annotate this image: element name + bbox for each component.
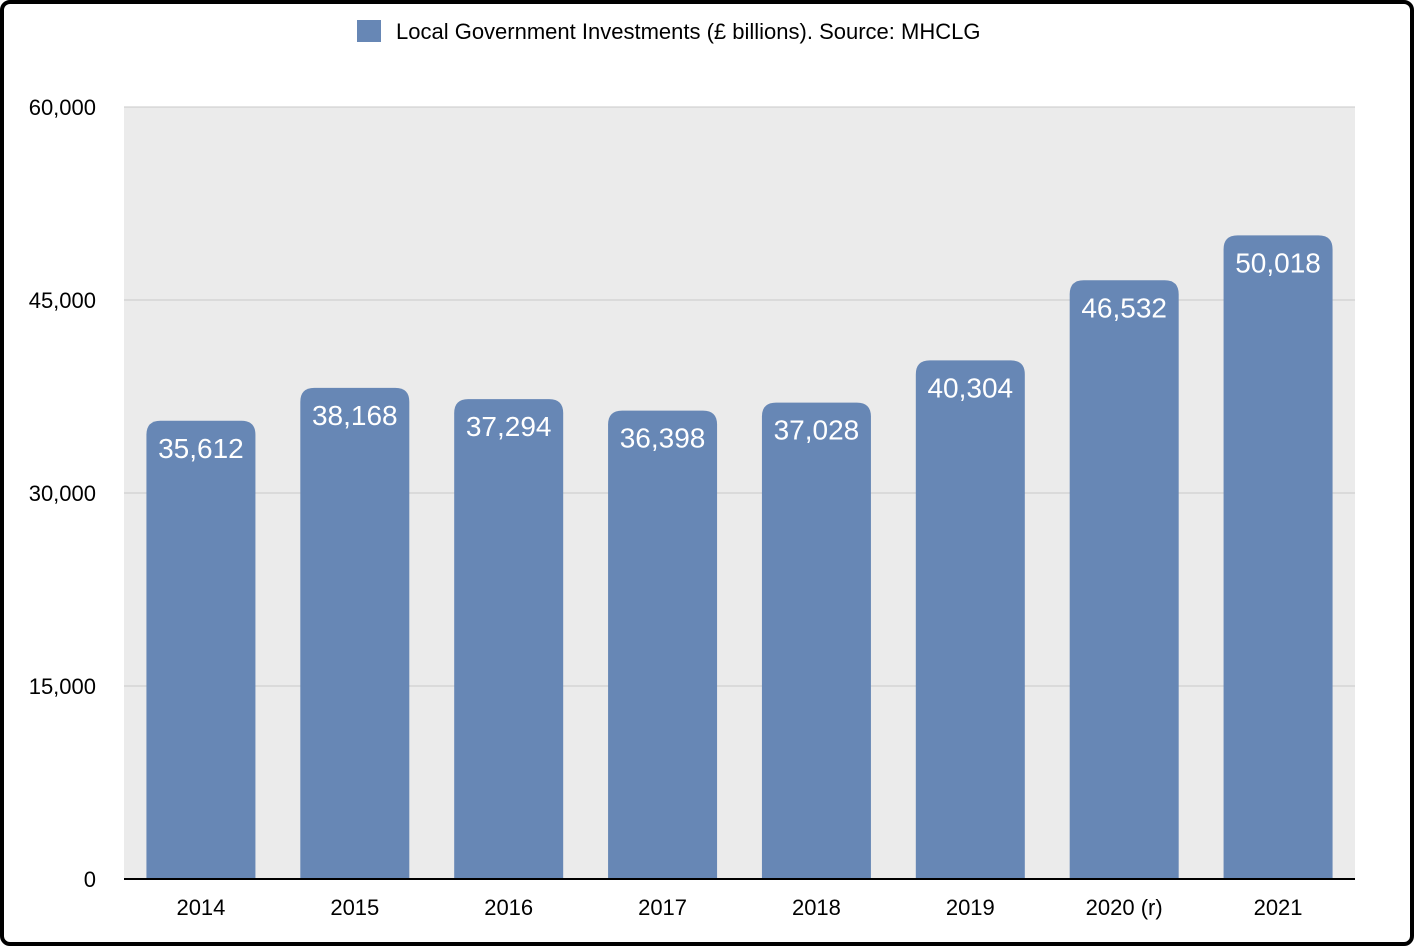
y-tick-label: 45,000 (29, 288, 96, 313)
y-tick-label: 30,000 (29, 481, 96, 506)
legend: Local Government Investments (£ billions… (357, 19, 980, 44)
bar (300, 387, 410, 879)
x-tick-label: 2017 (638, 895, 687, 920)
bar (1223, 235, 1333, 880)
bar (608, 410, 718, 879)
y-axis-tick-labels: 0 15,000 30,000 45,000 60,000 (29, 95, 96, 892)
y-tick-label: 0 (84, 867, 96, 892)
bar (761, 402, 871, 879)
bar-value-label: 37,294 (466, 411, 552, 442)
legend-swatch (357, 20, 381, 42)
x-tick-label: 2014 (176, 895, 225, 920)
bar-value-label: 38,168 (312, 400, 398, 431)
bar (1069, 280, 1179, 879)
bar-value-label: 36,398 (620, 423, 706, 454)
bars: 35,612 38,168 37,294 36,398 37,028 40,304 46,5… (146, 235, 1333, 880)
x-tick-label: 2016 (484, 895, 533, 920)
x-tick-label: 2019 (946, 895, 995, 920)
x-tick-label: 2021 (1254, 895, 1303, 920)
y-tick-label: 15,000 (29, 674, 96, 699)
bar-value-label: 35,612 (158, 433, 244, 464)
bar (146, 420, 256, 879)
legend-label: Local Government Investments (£ billions… (396, 19, 980, 44)
x-tick-label: 2020 (r) (1086, 895, 1163, 920)
bar-value-label: 46,532 (1081, 292, 1167, 323)
bar-value-label: 37,028 (774, 415, 860, 446)
bar (454, 399, 564, 879)
x-tick-label: 2015 (330, 895, 379, 920)
bar (915, 360, 1025, 879)
y-tick-label: 60,000 (29, 95, 96, 120)
x-tick-label: 2018 (792, 895, 841, 920)
bar-value-label: 50,018 (1235, 247, 1321, 278)
x-axis-tick-labels: 2014 2015 2016 2017 2018 2019 2020 (r) 2021 (176, 895, 1302, 920)
bar-value-label: 40,304 (927, 372, 1013, 403)
